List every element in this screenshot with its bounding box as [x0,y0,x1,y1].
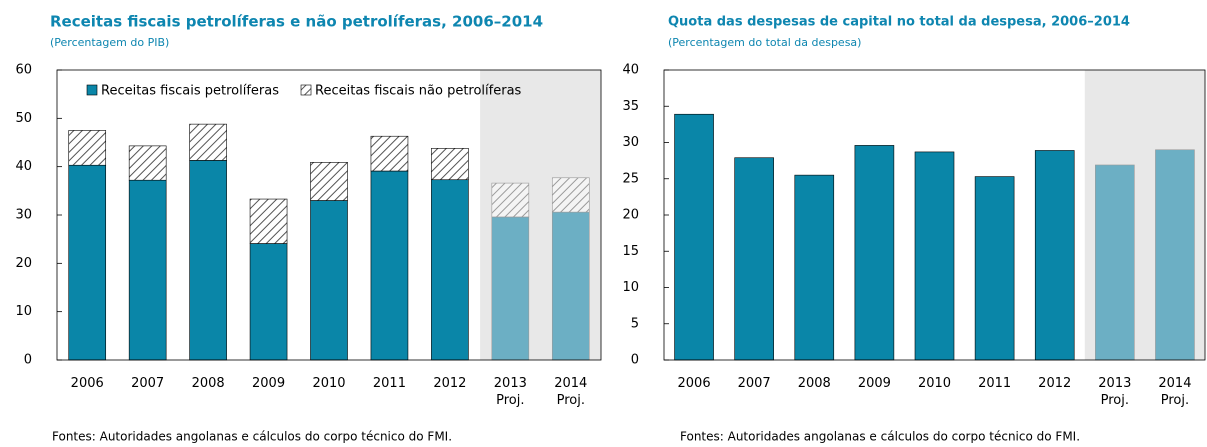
y-tick-label: 5 [631,316,639,331]
bar [1095,164,1135,361]
chart-title: Receitas fiscais petrolíferas e não petr… [50,13,543,31]
y-tick-label: 20 [622,208,639,223]
legend-label: Receitas fiscais não petrolíferas [315,84,522,99]
y-tick-label: 35 [622,99,639,114]
source-note: Fontes: Autoridades angolanas e cálculos… [680,430,1080,444]
x-tick-label: 2009 [252,376,286,391]
bar-segment [189,123,227,161]
bar-segment [310,200,348,361]
y-tick-label: 15 [622,244,639,259]
y-tick-label: 0 [24,353,32,368]
bar-segment [68,130,107,166]
bar-segment [370,170,409,361]
x-tick-label: 2006 [677,376,711,391]
bar [854,145,895,361]
y-tick-label: 10 [622,280,639,295]
bar [674,113,714,361]
x-tick-label: 2007 [131,376,165,391]
bar [1155,149,1195,361]
x-tick-label: 2010 [312,376,346,391]
y-tick-label: 60 [15,63,32,78]
y-tick-label: 30 [622,135,639,150]
x-tick-label: 2012 [433,376,467,391]
chart-title: Quota das despesas de capital no total d… [668,15,1130,30]
bar-segment [310,162,348,201]
x-tick-label: 2008 [797,376,831,391]
chart-subtitle: (Percentagem do PIB) [50,36,169,49]
legend-label: Receitas fiscais petrolíferas [101,84,279,99]
bar-segment [189,160,227,361]
x-tick-label: 2011 [978,376,1012,391]
bar-segment [491,182,530,218]
bar-segment [128,179,167,361]
x-tick-label: 2014 Proj. [554,376,588,408]
bar [1034,150,1075,361]
legend-swatch [300,84,312,96]
bar [914,151,955,361]
x-tick-label: 2012 [1038,376,1072,391]
source-note: Fontes: Autoridades angolanas e cálculos… [52,430,452,444]
x-tick-label: 2014 Proj. [1158,376,1192,408]
bar-segment [551,177,590,213]
bar-segment [431,148,469,181]
legend-swatch [86,84,98,96]
y-tick-label: 40 [622,63,639,78]
y-tick-label: 30 [15,208,32,223]
x-tick-label: 2007 [737,376,771,391]
y-tick-label: 10 [15,304,32,319]
x-tick-label: 2011 [372,376,406,391]
bar-segment [128,145,167,181]
bar-segment [551,211,590,361]
bar-segment [431,179,469,361]
x-tick-label: 2009 [857,376,891,391]
bar-segment [491,216,530,361]
y-tick-label: 25 [622,171,639,186]
bar [734,157,774,361]
y-tick-label: 0 [631,353,639,368]
x-tick-label: 2013 Proj. [493,376,527,408]
bar-segment [249,198,288,244]
x-tick-label: 2010 [917,376,952,391]
chart-subtitle: (Percentagem do total da despesa) [668,36,861,49]
x-tick-label: 2006 [70,376,104,391]
bar [794,174,835,361]
bar-segment [68,164,107,361]
y-tick-label: 50 [15,111,32,126]
bar [974,176,1015,361]
y-tick-label: 20 [15,256,32,271]
x-tick-label: 2013 Proj. [1098,376,1132,408]
bar-segment [249,243,288,361]
bar-segment [370,135,409,172]
x-tick-label: 2008 [191,376,225,391]
y-tick-label: 40 [15,159,32,174]
